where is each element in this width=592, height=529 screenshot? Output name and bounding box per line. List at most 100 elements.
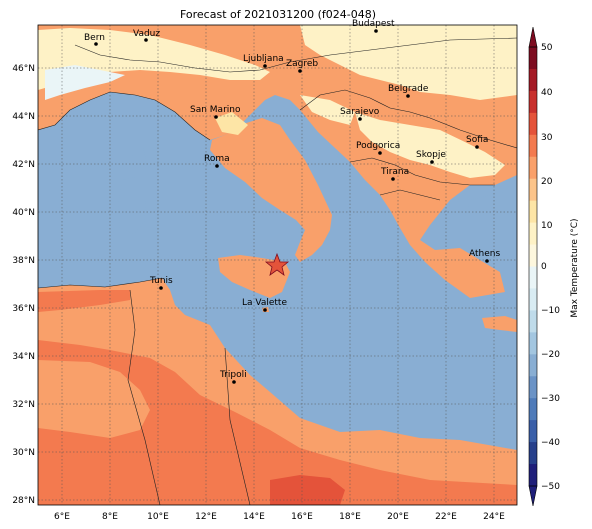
city-marker xyxy=(263,64,267,68)
city-marker xyxy=(378,151,382,155)
city-label: Belgrade xyxy=(388,84,429,94)
lon-tick: 10°E xyxy=(147,512,169,522)
city-label: Skopje xyxy=(416,150,446,160)
lon-tick: 20°E xyxy=(387,512,409,522)
lon-tick: 12°E xyxy=(195,512,217,522)
country-borders xyxy=(38,37,517,505)
africa-hottest xyxy=(270,475,345,505)
city-label: Podgorica xyxy=(356,141,400,151)
colorbar-tick: 30 xyxy=(541,133,553,143)
adriatic-cool-zone xyxy=(300,95,355,125)
lat-tick: 42°N xyxy=(12,160,35,170)
lon-tick: 8°E xyxy=(102,512,118,522)
lon-axis: 6°E 8°E 10°E 12°E 14°E 16°E 18°E 20°E 22… xyxy=(54,512,505,522)
colorbar-tick: 10 xyxy=(541,221,553,231)
north-cool-zone xyxy=(300,25,517,100)
city-label: Zagreb xyxy=(286,59,318,69)
lat-tick: 40°N xyxy=(12,208,35,218)
map-frame xyxy=(37,24,518,506)
city-label: Vaduz xyxy=(133,29,160,39)
colorbar-segment xyxy=(529,134,537,158)
colorbar-segment xyxy=(529,376,537,399)
colorbar-segment xyxy=(529,244,537,267)
city-marker xyxy=(215,164,219,168)
colorbar-title: Max Temperature (°C) xyxy=(570,218,580,317)
europe-land xyxy=(38,25,517,298)
city-layer: Bern Vaduz Ljubljana Zagreb Budapest Belgrade… xyxy=(84,19,500,384)
colorbar-segment xyxy=(529,442,537,465)
city-marker xyxy=(374,29,378,33)
colorbar-segment xyxy=(529,420,537,443)
lat-tick: 32°N xyxy=(12,400,35,410)
colorbar-extend-bottom xyxy=(528,485,538,507)
colorbar-segment xyxy=(529,47,537,70)
city-label: Tripoli xyxy=(219,370,247,380)
lon-tick: 6°E xyxy=(54,512,70,522)
lat-tick: 36°N xyxy=(12,304,35,314)
lat-tick: 44°N xyxy=(12,112,35,122)
italy-peninsula xyxy=(210,118,332,262)
city-label: Sarajevo xyxy=(340,107,380,117)
alps-cold-zone xyxy=(45,65,125,100)
colorbar-tick: 0 xyxy=(541,262,547,272)
colorbar-ticks: 50 40 30 20 10 0 −10 −20 −30 −40 −50 xyxy=(541,43,560,492)
colorbar-tick: 40 xyxy=(541,88,553,98)
africa-warm-inner xyxy=(38,360,150,438)
lon-tick: 24°E xyxy=(483,512,505,522)
city-marker xyxy=(94,42,98,46)
africa-hot-band-west xyxy=(38,290,130,312)
colorbar-tick: −10 xyxy=(541,306,560,316)
colorbar-segment xyxy=(529,178,537,202)
city-label: La Valette xyxy=(242,298,287,308)
city-label: Ljubljana xyxy=(243,54,284,64)
colorbar-segment xyxy=(529,156,537,180)
colorbar-segment xyxy=(529,398,537,421)
city-label: Budapest xyxy=(352,19,395,29)
city-marker xyxy=(406,94,410,98)
city-marker xyxy=(430,160,434,164)
colorbar-frame xyxy=(528,46,538,487)
city-label: Bern xyxy=(84,33,105,43)
aegean-sea xyxy=(460,190,517,300)
lat-tick: 28°N xyxy=(12,496,35,506)
colorbar xyxy=(528,26,538,507)
colorbar-segment xyxy=(529,68,537,92)
lon-tick: 16°E xyxy=(291,512,313,522)
colorbar-segment xyxy=(529,112,537,136)
figure-title: Forecast of 2021031200 (f024-048) xyxy=(180,8,376,21)
city-marker xyxy=(391,177,395,181)
city-marker xyxy=(159,286,163,290)
city-marker xyxy=(144,38,148,42)
italy-cool-ridge xyxy=(215,112,248,135)
city-marker xyxy=(298,69,302,73)
lat-tick: 46°N xyxy=(12,64,35,74)
colorbar-segment xyxy=(529,464,537,487)
lon-tick: 18°E xyxy=(339,512,361,522)
colorbar-segment xyxy=(529,354,537,377)
colorbar-tick: −30 xyxy=(541,394,560,404)
colorbar-tick: 50 xyxy=(541,43,553,53)
city-marker xyxy=(475,145,479,149)
city-label: San Marino xyxy=(190,105,241,115)
colorbar-segment xyxy=(529,200,537,224)
crete-island xyxy=(482,316,517,332)
colorbar-segment xyxy=(529,266,537,289)
colorbar-tick: 20 xyxy=(541,177,553,187)
city-label: Roma xyxy=(204,154,230,164)
colorbar-tick: −20 xyxy=(541,350,560,360)
colorbar-segment xyxy=(529,332,537,355)
lat-tick: 38°N xyxy=(12,256,35,266)
lon-tick: 14°E xyxy=(243,512,265,522)
lat-tick: 34°N xyxy=(12,352,35,362)
city-marker xyxy=(232,380,236,384)
location-star-icon xyxy=(264,252,290,276)
graticule xyxy=(38,25,517,505)
colorbar-segment xyxy=(529,310,537,333)
city-marker xyxy=(214,115,218,119)
corsica-island xyxy=(132,148,146,168)
city-marker xyxy=(263,308,267,312)
lon-tick: 22°E xyxy=(435,512,457,522)
sardinia-island xyxy=(118,176,146,234)
colorbar-segment xyxy=(529,288,537,311)
